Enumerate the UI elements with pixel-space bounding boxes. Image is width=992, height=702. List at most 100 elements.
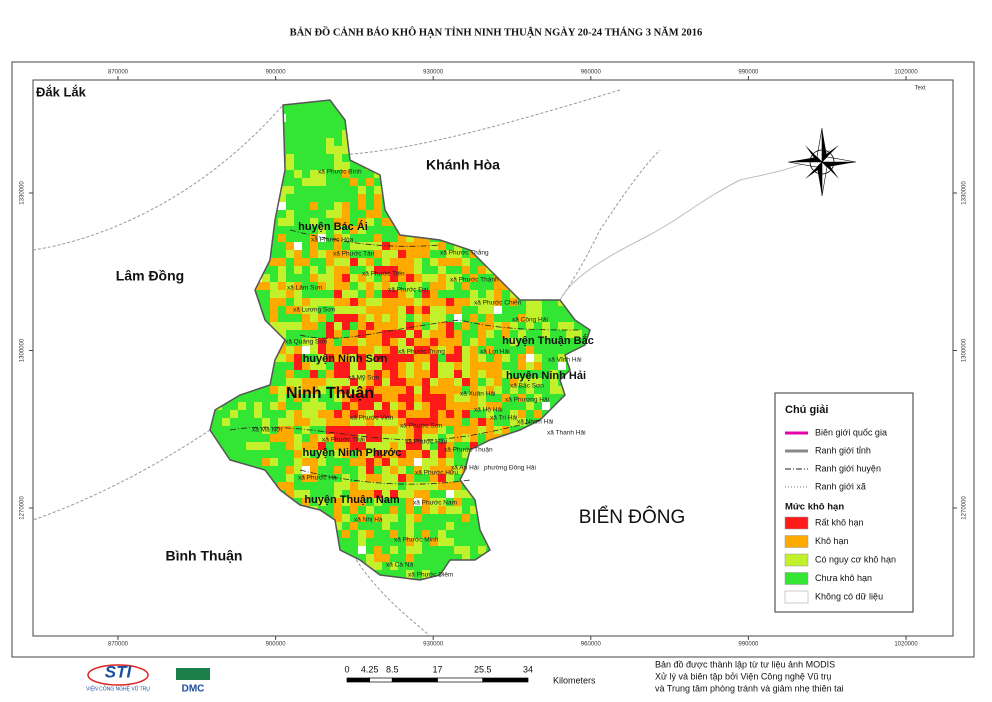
raster-cell xyxy=(294,490,302,498)
raster-cell xyxy=(278,234,286,242)
raster-cell xyxy=(294,306,302,314)
raster-cell xyxy=(398,314,406,322)
raster-cell xyxy=(294,170,302,178)
raster-cell xyxy=(302,362,310,370)
credit-line: và Trung tâm phòng tránh và giảm nhẹ thi… xyxy=(655,683,844,693)
raster-cell xyxy=(310,186,318,194)
raster-cell xyxy=(302,402,310,410)
raster-cell xyxy=(294,402,302,410)
raster-cell xyxy=(398,298,406,306)
raster-cell xyxy=(422,338,430,346)
raster-cell xyxy=(566,330,574,338)
raster-cell xyxy=(438,490,446,498)
raster-cell xyxy=(454,346,462,354)
raster-cell xyxy=(326,178,334,186)
raster-cell xyxy=(502,386,510,394)
raster-cell xyxy=(334,506,342,514)
raster-cell xyxy=(270,298,278,306)
raster-cell xyxy=(286,282,294,290)
raster-cell xyxy=(574,322,582,330)
raster-cell xyxy=(318,274,326,282)
raster-cell xyxy=(294,258,302,266)
raster-cell xyxy=(446,498,454,506)
raster-cell xyxy=(454,450,462,458)
raster-cell xyxy=(302,418,310,426)
raster-cell xyxy=(422,474,430,482)
raster-cell xyxy=(374,362,382,370)
raster-cell xyxy=(510,418,518,426)
raster-cell xyxy=(374,538,382,546)
raster-cell xyxy=(494,410,502,418)
raster-cell xyxy=(510,322,518,330)
raster-cell xyxy=(302,226,310,234)
x-tick-label: 990000 xyxy=(738,642,759,648)
raster-cell xyxy=(454,554,462,562)
raster-cell xyxy=(366,466,374,474)
raster-cell xyxy=(430,266,438,274)
logo-dmc-mark xyxy=(176,668,210,680)
raster-cell xyxy=(286,482,294,490)
raster-cell xyxy=(478,538,486,546)
raster-cell xyxy=(374,282,382,290)
legend-swatch xyxy=(784,553,809,567)
raster-cell xyxy=(486,314,494,322)
raster-cell xyxy=(262,434,270,442)
raster-cell xyxy=(326,146,334,154)
raster-cell xyxy=(350,290,358,298)
raster-cell xyxy=(542,338,550,346)
raster-cell xyxy=(382,538,390,546)
raster-cell xyxy=(374,530,382,538)
raster-cell xyxy=(470,426,478,434)
raster-cell xyxy=(374,242,382,250)
raster-cell xyxy=(382,426,390,434)
raster-cell xyxy=(358,226,366,234)
raster-cell xyxy=(406,442,414,450)
raster-cell xyxy=(318,162,326,170)
raster-cell xyxy=(318,306,326,314)
raster-cell xyxy=(302,306,310,314)
raster-cell xyxy=(278,266,286,274)
raster-cell xyxy=(358,514,366,522)
raster-cell xyxy=(398,330,406,338)
raster-cell xyxy=(398,506,406,514)
raster-cell xyxy=(350,530,358,538)
raster-cell xyxy=(518,370,526,378)
raster-cell xyxy=(398,274,406,282)
raster-cell xyxy=(318,114,326,122)
raster-cell xyxy=(382,378,390,386)
raster-cell xyxy=(526,378,534,386)
raster-cell xyxy=(382,506,390,514)
raster-cell xyxy=(326,402,334,410)
raster-cell xyxy=(406,450,414,458)
raster-cell xyxy=(350,434,358,442)
raster-cell xyxy=(326,442,334,450)
raster-cell xyxy=(310,114,318,122)
raster-cell xyxy=(422,282,430,290)
raster-cell xyxy=(318,202,326,210)
raster-cell xyxy=(414,314,422,322)
raster-cell xyxy=(486,410,494,418)
raster-cell xyxy=(462,394,470,402)
raster-cell xyxy=(358,394,366,402)
raster-cell xyxy=(358,266,366,274)
raster-cell xyxy=(246,394,254,402)
raster-cell xyxy=(550,346,558,354)
raster-cell xyxy=(558,346,566,354)
raster-cell xyxy=(438,354,446,362)
raster-cell xyxy=(310,434,318,442)
raster-cell xyxy=(310,386,318,394)
raster-cell xyxy=(494,370,502,378)
raster-cell xyxy=(366,562,374,570)
raster-cell xyxy=(350,522,358,530)
raster-cell xyxy=(334,306,342,314)
raster-cell xyxy=(406,514,414,522)
raster-cell xyxy=(478,306,486,314)
raster-cell xyxy=(374,290,382,298)
raster-cell xyxy=(358,170,366,178)
raster-cell xyxy=(446,530,454,538)
raster-cell xyxy=(454,338,462,346)
raster-cell xyxy=(358,346,366,354)
raster-cell xyxy=(550,394,558,402)
raster-cell xyxy=(494,394,502,402)
